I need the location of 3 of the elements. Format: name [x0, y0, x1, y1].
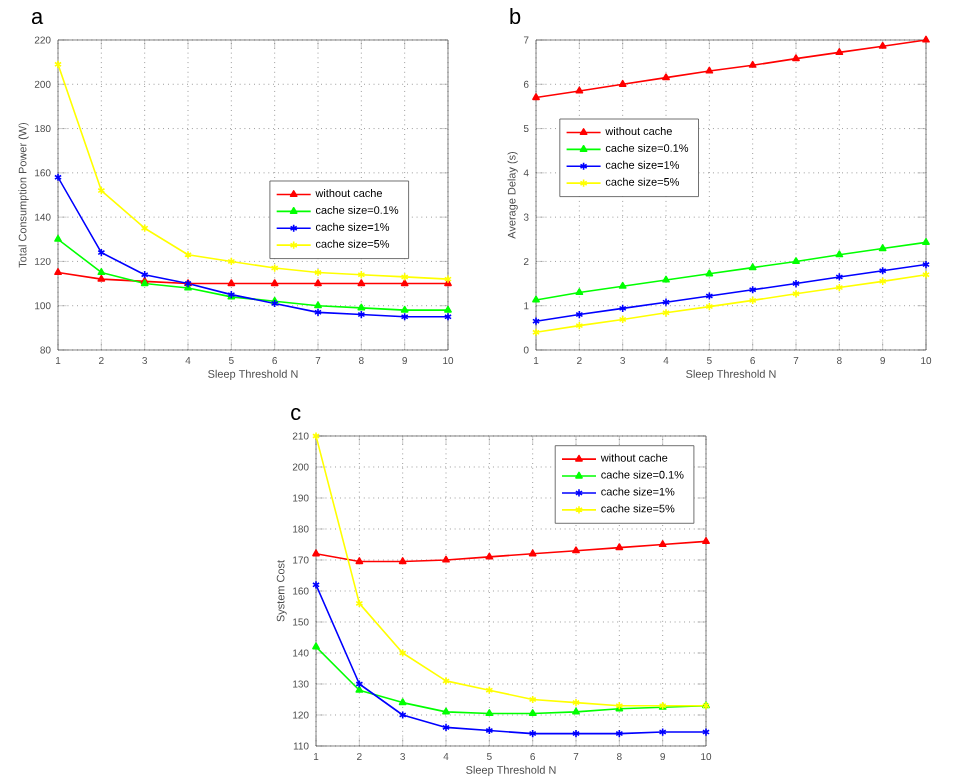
- chart-title: c: [291, 407, 301, 420]
- chart-title: a: [31, 11, 44, 24]
- chart-title: b: [510, 7, 521, 24]
